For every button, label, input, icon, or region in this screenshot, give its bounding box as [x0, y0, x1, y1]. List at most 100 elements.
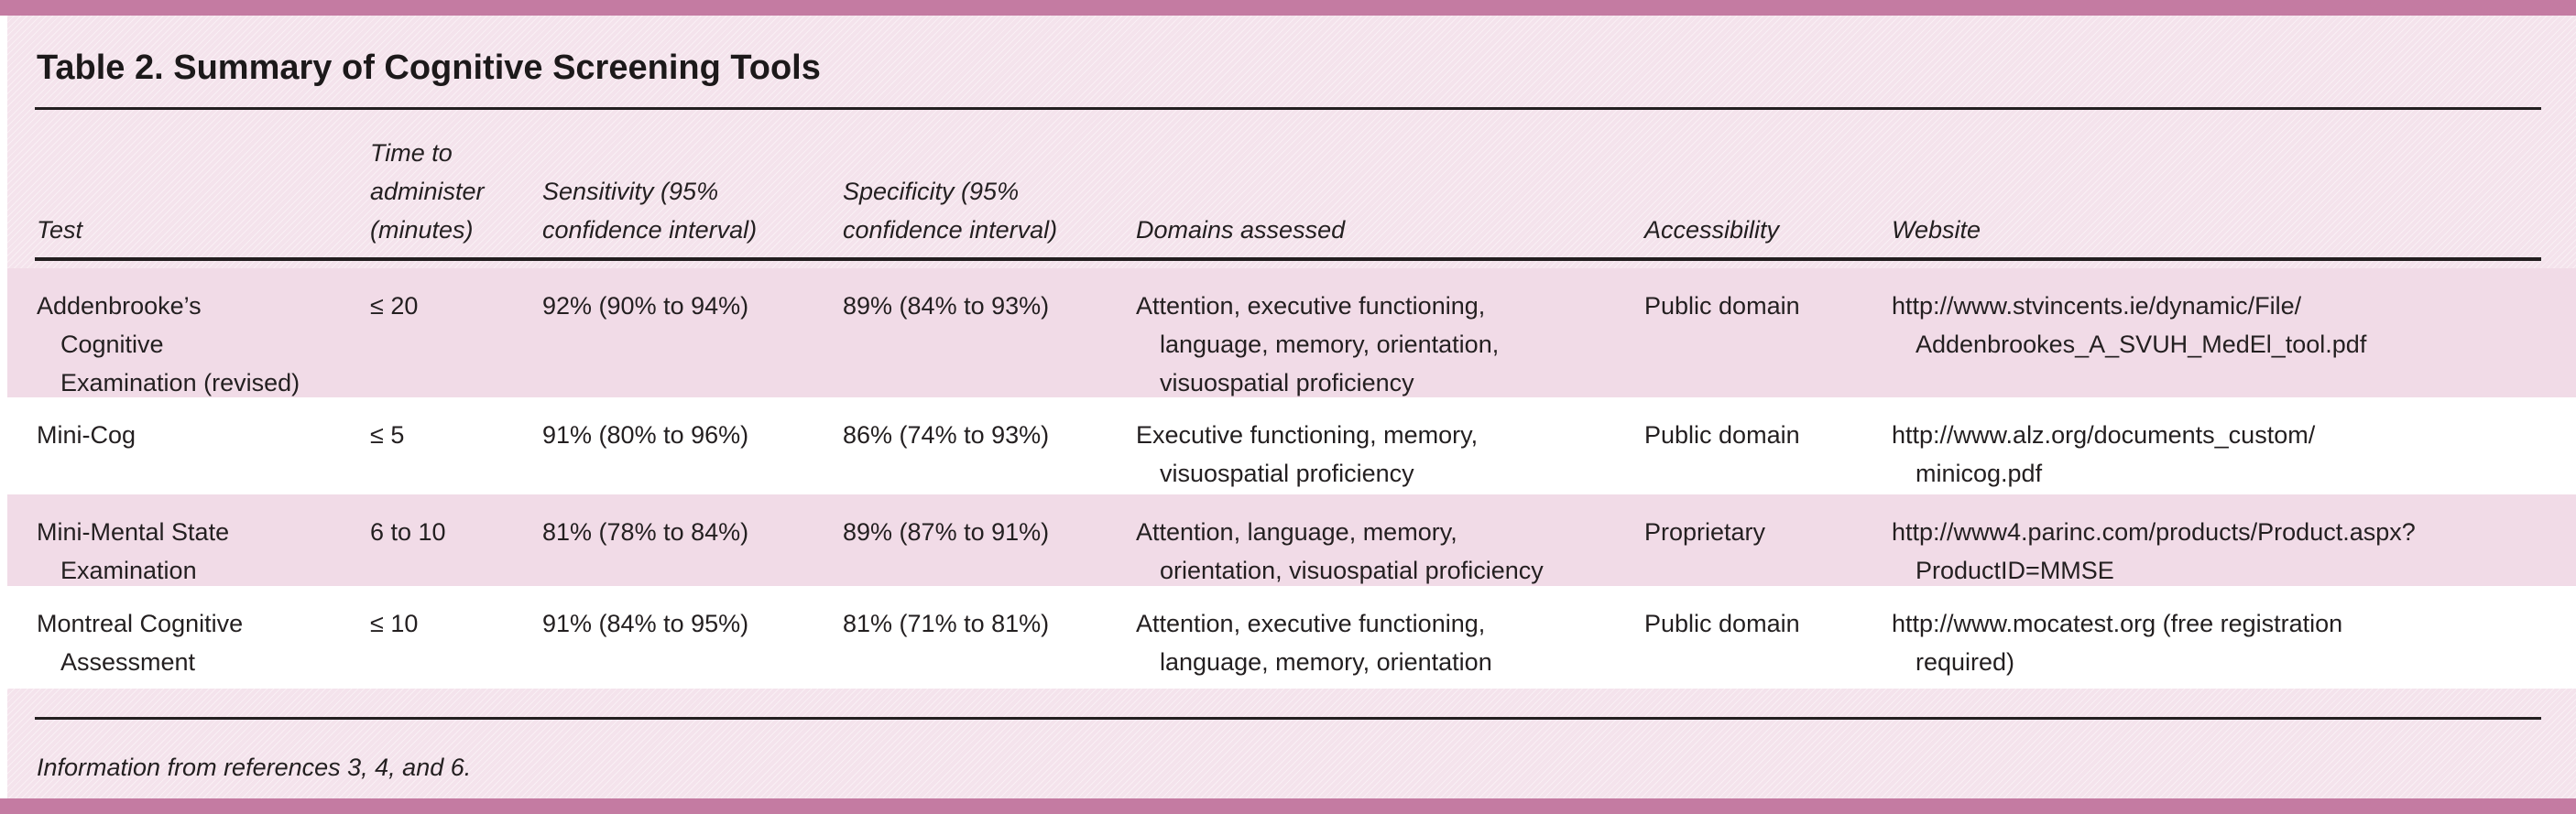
cell-line: minicog.pdf [1916, 460, 2043, 487]
column-header-specificity: Specificity (95% confidence interval) [843, 172, 1127, 249]
table-row-addenbrookes: Addenbrooke’s Cognitive Examination (rev… [7, 268, 2576, 397]
cell-line: Cognitive [60, 331, 164, 358]
cell-line: visuospatial proficiency [1160, 460, 1414, 487]
cell-line: http://www4.parinc.com/products/Product.… [1892, 518, 2416, 546]
cell-test: Mini-Cog [37, 416, 348, 454]
cell-line: 92% (90% to 94%) [542, 292, 749, 320]
cell-line: required) [1916, 648, 2015, 676]
cell-test: Addenbrooke’s Cognitive Examination (rev… [37, 287, 348, 402]
cell-line: ProductID=MMSE [1916, 557, 2114, 584]
top-accent-bar [0, 0, 2576, 16]
cell-line: 6 to 10 [370, 518, 446, 546]
header-line: Specificity (95% [843, 178, 1020, 205]
cell-time: ≤ 20 [370, 287, 526, 325]
title-divider [35, 107, 2541, 110]
header-line: confidence interval) [542, 216, 758, 244]
cell-specificity: 89% (84% to 93%) [843, 287, 1127, 325]
cell-accessibility: Public domain [1644, 287, 1873, 325]
header-line: (minutes) [370, 216, 474, 244]
cell-accessibility: Proprietary [1644, 513, 1873, 551]
cell-website: http://www.alz.org/documents_custom/ min… [1892, 416, 2560, 493]
cell-line: Examination (revised) [60, 369, 300, 396]
bottom-accent-bar [0, 798, 2576, 814]
cell-line: Public domain [1644, 292, 1800, 320]
cell-line: language, memory, orientation [1160, 648, 1492, 676]
cell-accessibility: Public domain [1644, 604, 1873, 643]
cell-website: http://www.stvincents.ie/dynamic/File/ A… [1892, 287, 2560, 364]
cell-line: 91% (80% to 96%) [542, 421, 749, 449]
table-title: Table 2. Summary of Cognitive Screening … [37, 49, 821, 87]
column-header-time-to-administer: Time to administer (minutes) [370, 134, 526, 249]
cell-time: ≤ 5 [370, 416, 526, 454]
cell-sensitivity: 91% (84% to 95%) [542, 604, 826, 643]
cell-line: ≤ 20 [370, 292, 419, 320]
header-line: Website [1892, 216, 1981, 244]
table-panel: Table 2. Summary of Cognitive Screening … [7, 16, 2576, 798]
header-divider [35, 257, 2541, 261]
cell-website: http://www.mocatest.org (free registrati… [1892, 604, 2560, 681]
cell-line: ≤ 10 [370, 610, 419, 637]
cell-line: Montreal Cognitive [37, 610, 244, 637]
cell-time: 6 to 10 [370, 513, 526, 551]
cell-time: ≤ 10 [370, 604, 526, 643]
cell-line: orientation, visuospatial proficiency [1160, 557, 1544, 584]
cell-test: Montreal Cognitive Assessment [37, 604, 348, 681]
cell-line: http://www.alz.org/documents_custom/ [1892, 421, 2316, 449]
cell-domains: Attention, executive functioning, langua… [1136, 287, 1631, 402]
cell-line: http://www.mocatest.org (free registrati… [1892, 610, 2343, 637]
cell-specificity: 86% (74% to 93%) [843, 416, 1127, 454]
cell-line: Attention, language, memory, [1136, 518, 1457, 546]
cell-domains: Executive functioning, memory, visuospat… [1136, 416, 1631, 493]
cell-sensitivity: 81% (78% to 84%) [542, 513, 826, 551]
column-header-sensitivity: Sensitivity (95% confidence interval) [542, 172, 826, 249]
cell-line: visuospatial proficiency [1160, 369, 1414, 396]
cell-specificity: 81% (71% to 81%) [843, 604, 1127, 643]
cell-line: Public domain [1644, 421, 1800, 449]
cell-line: ≤ 5 [370, 421, 405, 449]
cell-line: Assessment [60, 648, 196, 676]
cell-domains: Attention, executive functioning, langua… [1136, 604, 1631, 681]
cell-line: Executive functioning, memory, [1136, 421, 1479, 449]
header-line: Domains assessed [1136, 216, 1346, 244]
column-header-domains-assessed: Domains assessed [1136, 211, 1631, 249]
cell-accessibility: Public domain [1644, 416, 1873, 454]
cell-line: Attention, executive functioning, [1136, 292, 1486, 320]
header-line: Accessibility [1644, 216, 1780, 244]
cell-line: 81% (71% to 81%) [843, 610, 1050, 637]
cell-line: 91% (84% to 95%) [542, 610, 749, 637]
cell-line: 81% (78% to 84%) [542, 518, 749, 546]
cell-sensitivity: 91% (80% to 96%) [542, 416, 826, 454]
cell-website: http://www4.parinc.com/products/Product.… [1892, 513, 2560, 590]
table-row-mmse: Mini-Mental State Examination 6 to 10 81… [7, 494, 2576, 586]
header-line: Time to [370, 139, 453, 167]
cell-line: Addenbrookes_A_SVUH_MedEl_tool.pdf [1916, 331, 2367, 358]
table-row-mini-cog: Mini-Cog ≤ 5 91% (80% to 96%) 86% (74% t… [7, 397, 2576, 494]
cell-test: Mini-Mental State Examination [37, 513, 348, 590]
cell-sensitivity: 92% (90% to 94%) [542, 287, 826, 325]
header-line: confidence interval) [843, 216, 1058, 244]
column-header-accessibility: Accessibility [1644, 211, 1873, 249]
footer-divider [35, 717, 2541, 720]
table-row-moca: Montreal Cognitive Assessment ≤ 10 91% (… [7, 586, 2576, 689]
table-footnote: Information from references 3, 4, and 6. [37, 754, 472, 781]
cell-line: Examination [60, 557, 197, 584]
cell-line: Mini-Cog [37, 421, 136, 449]
column-header-website: Website [1892, 211, 2560, 249]
cell-line: Proprietary [1644, 518, 1766, 546]
cell-line: http://www.stvincents.ie/dynamic/File/ [1892, 292, 2302, 320]
table-header-row: Test Time to administer (minutes) Sensit… [7, 107, 2576, 249]
cell-line: Addenbrooke’s [37, 292, 202, 320]
cell-line: 86% (74% to 93%) [843, 421, 1050, 449]
cell-specificity: 89% (87% to 91%) [843, 513, 1127, 551]
cell-line: Public domain [1644, 610, 1800, 637]
header-line: Test [37, 216, 83, 244]
cell-line: language, memory, orientation, [1160, 331, 1500, 358]
cell-line: 89% (87% to 91%) [843, 518, 1050, 546]
cell-line: 89% (84% to 93%) [843, 292, 1050, 320]
cell-line: Attention, executive functioning, [1136, 610, 1486, 637]
header-line: Sensitivity (95% [542, 178, 719, 205]
header-line: administer [370, 178, 485, 205]
cell-line: Mini-Mental State [37, 518, 230, 546]
column-header-test: Test [37, 211, 348, 249]
